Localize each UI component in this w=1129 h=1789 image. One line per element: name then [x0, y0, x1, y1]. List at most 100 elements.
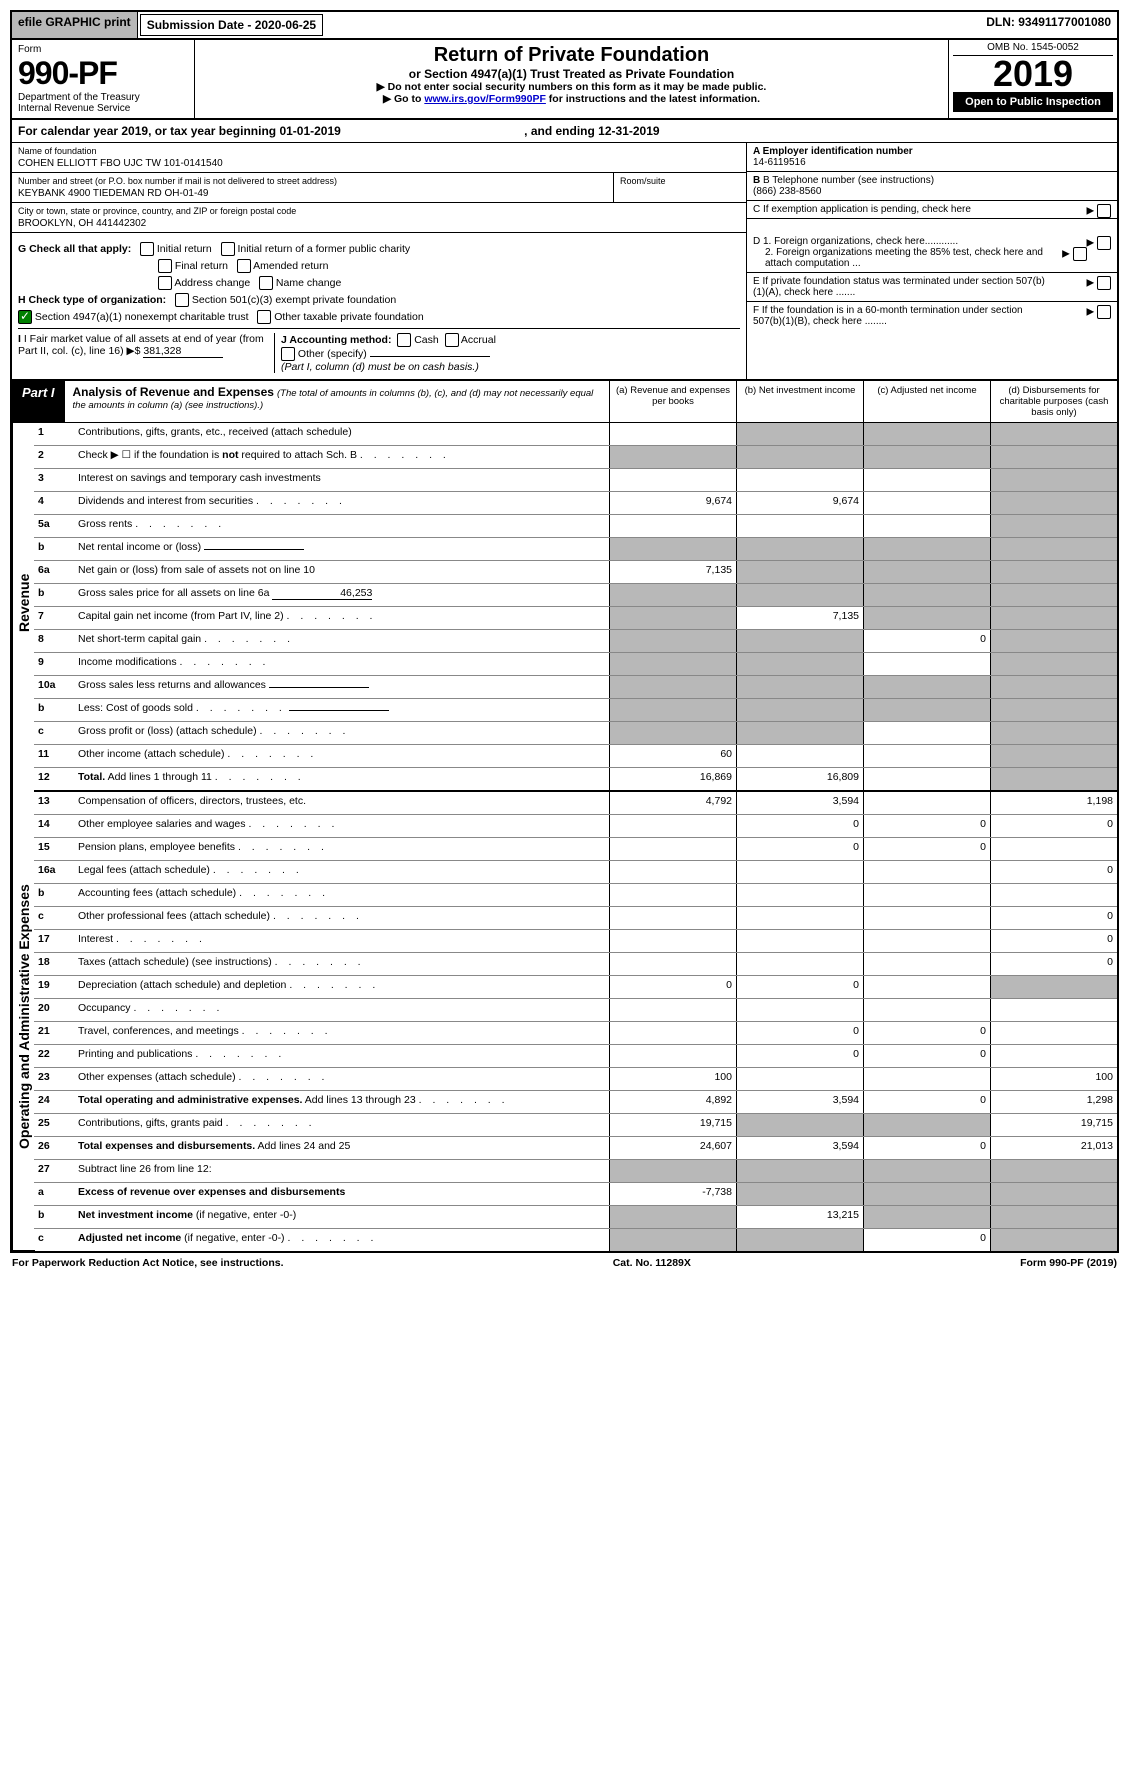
line-number: 10a — [34, 676, 74, 698]
g-address-checkbox[interactable] — [158, 276, 172, 290]
line-number: 1 — [34, 423, 74, 445]
line-number: 26 — [34, 1137, 74, 1159]
h-4947-checkbox[interactable] — [18, 310, 32, 324]
line-number: 24 — [34, 1091, 74, 1113]
f-checkbox[interactable] — [1097, 305, 1111, 319]
data-cell — [609, 653, 736, 675]
line-desc: Compensation of officers, directors, tru… — [74, 792, 609, 814]
ein: 14-6119516 — [753, 157, 1111, 168]
data-cell: 0 — [990, 930, 1117, 952]
data-cell — [863, 653, 990, 675]
g-opt5: Name change — [276, 277, 341, 289]
data-cell — [736, 722, 863, 744]
data-cell: 0 — [863, 838, 990, 860]
g-label: G Check all that apply: — [18, 243, 131, 255]
d1-checkbox[interactable] — [1097, 236, 1111, 250]
data-cell — [863, 607, 990, 629]
data-cell — [863, 515, 990, 537]
j-other-checkbox[interactable] — [281, 347, 295, 361]
expenses-label: Operating and Administrative Expenses — [12, 783, 35, 1251]
table-row: bLess: Cost of goods sold . . . . . . . — [34, 698, 1117, 721]
g-initial-checkbox[interactable] — [140, 242, 154, 256]
part1-label: Part I — [12, 381, 65, 422]
footer: For Paperwork Reduction Act Notice, see … — [10, 1253, 1119, 1273]
form-header: Form 990-PF Department of the Treasury I… — [10, 40, 1119, 120]
data-cell — [863, 1183, 990, 1205]
line-number: 9 — [34, 653, 74, 675]
data-cell — [609, 815, 736, 837]
data-cell — [863, 492, 990, 514]
table-row: 25Contributions, gifts, grants paid . . … — [34, 1113, 1117, 1136]
efile-label: efile GRAPHIC print — [12, 12, 138, 38]
data-cell — [990, 653, 1117, 675]
g-final-checkbox[interactable] — [158, 259, 172, 273]
data-cell — [990, 999, 1117, 1021]
data-cell — [990, 1160, 1117, 1182]
data-cell — [609, 446, 736, 468]
line-desc: Pension plans, employee benefits . . . .… — [74, 838, 609, 860]
mid-right: D 1. Foreign organizations, check here..… — [746, 233, 1117, 379]
line-desc: Gross sales price for all assets on line… — [74, 584, 609, 606]
data-cell — [736, 745, 863, 767]
data-cell — [609, 423, 736, 445]
table-row: aExcess of revenue over expenses and dis… — [34, 1182, 1117, 1205]
data-cell — [863, 584, 990, 606]
table-row: cAdjusted net income (if negative, enter… — [34, 1228, 1117, 1251]
h-row2: Section 4947(a)(1) nonexempt charitable … — [18, 310, 740, 324]
h-other-checkbox[interactable] — [257, 310, 271, 324]
instr2: ▶ Go to www.irs.gov/Form990PF for instru… — [205, 93, 938, 105]
data-cell: 24,607 — [609, 1137, 736, 1159]
data-cell — [990, 584, 1117, 606]
data-cell — [990, 492, 1117, 514]
line-desc: Legal fees (attach schedule) . . . . . .… — [74, 861, 609, 883]
table-row: 14Other employee salaries and wages . . … — [34, 814, 1117, 837]
data-cell — [863, 930, 990, 952]
data-cell — [609, 469, 736, 491]
dln: DLN: 93491177001080 — [980, 12, 1117, 38]
line-desc: Total operating and administrative expen… — [74, 1091, 609, 1113]
line-number: 16a — [34, 861, 74, 883]
d2-checkbox[interactable] — [1073, 247, 1087, 261]
table-row: 11Other income (attach schedule) . . . .… — [34, 744, 1117, 767]
j-accrual-checkbox[interactable] — [445, 333, 459, 347]
j-box: J Accounting method: Cash Accrual Other … — [275, 333, 740, 373]
data-cell: 0 — [863, 1229, 990, 1251]
data-cell — [990, 976, 1117, 998]
instr-link[interactable]: www.irs.gov/Form990PF — [424, 93, 546, 105]
line-number: 12 — [34, 768, 74, 790]
h-501c3-checkbox[interactable] — [175, 293, 189, 307]
table-row: bGross sales price for all assets on lin… — [34, 583, 1117, 606]
data-cell: 0 — [863, 1091, 990, 1113]
table-row: 18Taxes (attach schedule) (see instructi… — [34, 952, 1117, 975]
data-cell — [990, 630, 1117, 652]
data-cell — [990, 1229, 1117, 1251]
data-cell: 7,135 — [609, 561, 736, 583]
line-desc: Gross profit or (loss) (attach schedule)… — [74, 722, 609, 744]
e-label: E If private foundation status was termi… — [753, 276, 1053, 298]
dept-line1: Department of the Treasury — [18, 92, 188, 103]
line-number: 4 — [34, 492, 74, 514]
data-cell — [609, 1160, 736, 1182]
line-desc: Net investment income (if negative, ente… — [74, 1206, 609, 1228]
c-checkbox[interactable] — [1097, 204, 1111, 218]
data-cell — [736, 676, 863, 698]
g-opt3: Amended return — [253, 260, 328, 272]
line-desc: Contributions, gifts, grants paid . . . … — [74, 1114, 609, 1136]
data-cell — [863, 538, 990, 560]
g-initial-former-checkbox[interactable] — [221, 242, 235, 256]
j-cash-checkbox[interactable] — [397, 333, 411, 347]
data-cell — [736, 515, 863, 537]
data-cell: 19,715 — [990, 1114, 1117, 1136]
c-box: C If exemption application is pending, c… — [747, 201, 1117, 219]
line-number: c — [34, 722, 74, 744]
data-cell: 7,135 — [736, 607, 863, 629]
e-checkbox[interactable] — [1097, 276, 1111, 290]
data-cell: 0 — [863, 815, 990, 837]
g-name-checkbox[interactable] — [259, 276, 273, 290]
data-cell — [609, 999, 736, 1021]
data-cell: 100 — [990, 1068, 1117, 1090]
submission-date: Submission Date - 2020-06-25 — [140, 14, 323, 36]
data-cell — [990, 884, 1117, 906]
data-cell — [990, 561, 1117, 583]
g-amended-checkbox[interactable] — [237, 259, 251, 273]
